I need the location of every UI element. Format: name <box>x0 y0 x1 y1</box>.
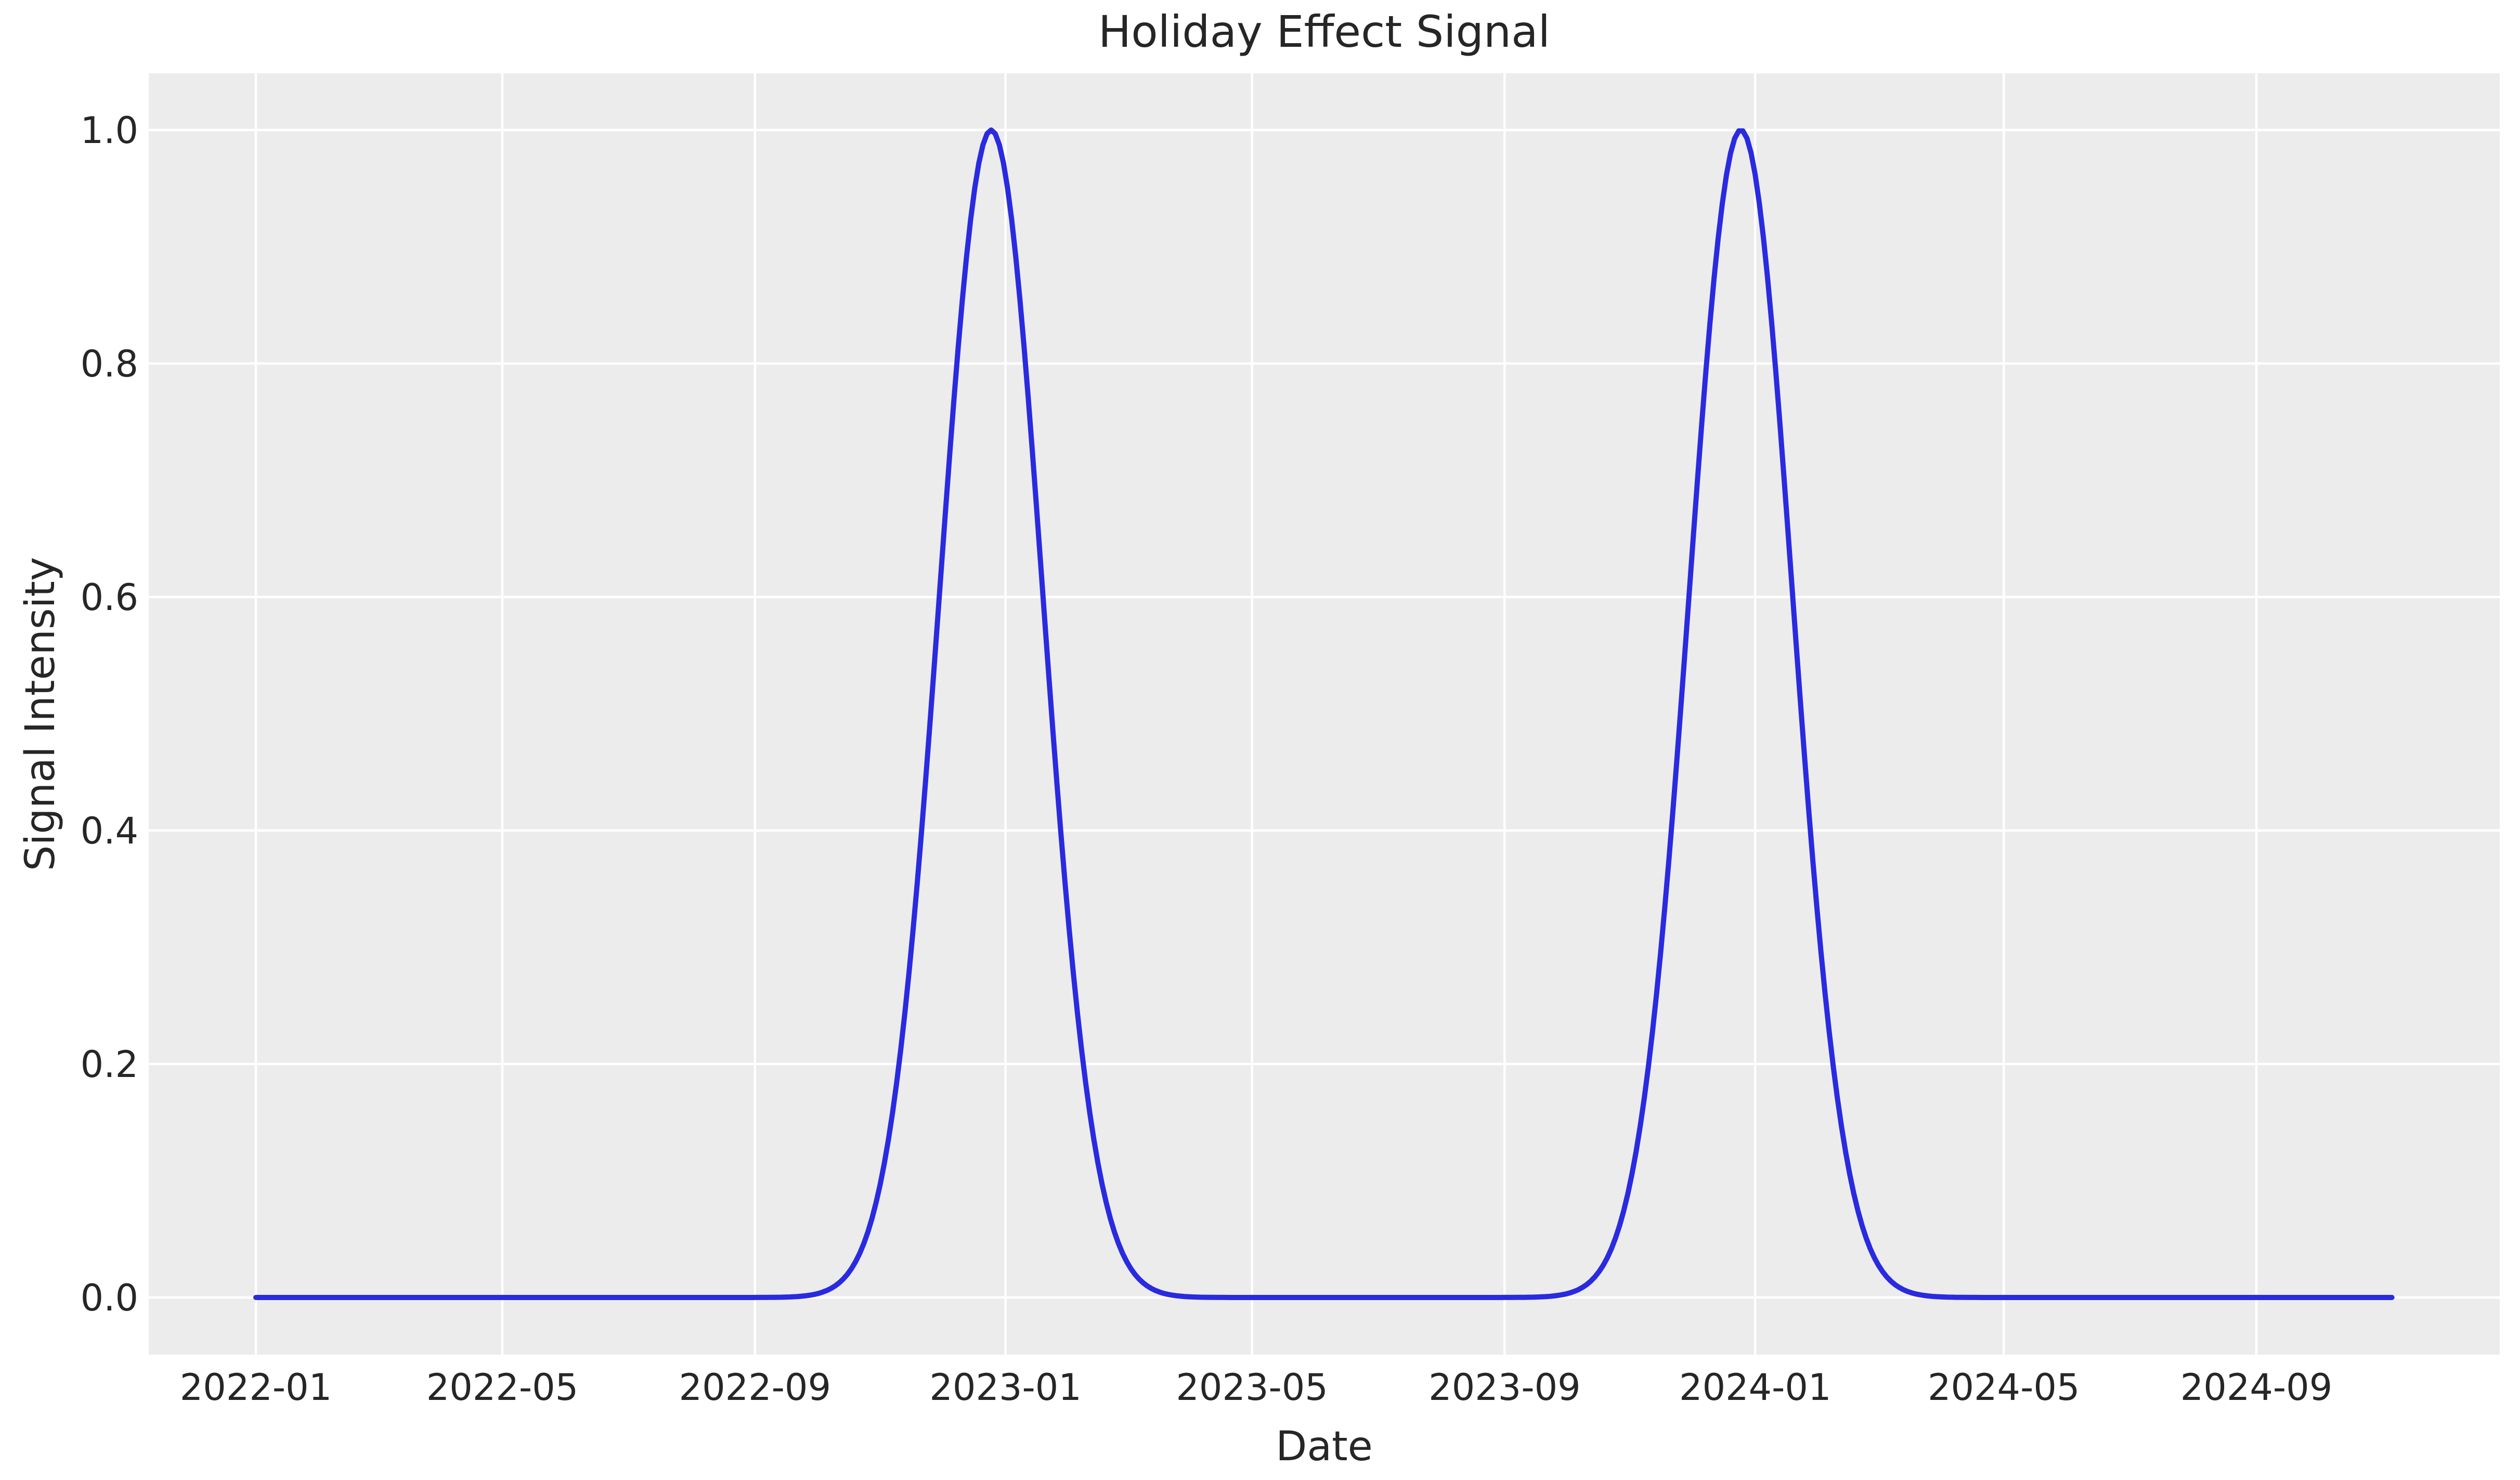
chart-title: Holiday Effect Signal <box>1098 6 1550 57</box>
x-tick-label-2022-05: 2022-05 <box>426 1366 578 1409</box>
y-tick-label-0.4: 0.4 <box>81 810 138 852</box>
x-tick-label-2022-01: 2022-01 <box>180 1366 332 1409</box>
y-axis-label: Signal Intensity <box>17 557 64 871</box>
x-tick-label-2022-09: 2022-09 <box>679 1366 831 1409</box>
x-tick-label-2024-01: 2024-01 <box>1679 1366 1831 1409</box>
x-tick-label-2023-09: 2023-09 <box>1428 1366 1580 1409</box>
y-tick-labels: 0.0 0.2 0.4 0.6 0.8 1.0 <box>81 109 138 1319</box>
series-lines <box>253 127 2395 1300</box>
y-tick-label-0.6: 0.6 <box>81 576 138 619</box>
x-tick-label-2024-09: 2024-09 <box>2180 1366 2332 1409</box>
y-tick-label-0.2: 0.2 <box>81 1043 138 1086</box>
x-tick-label-2023-05: 2023-05 <box>1176 1366 1328 1409</box>
x-axis-label: Date <box>1276 1423 1373 1470</box>
x-tick-labels: 2022-01 2022-05 2022-09 2023-01 2023-05 2023-… <box>180 1366 2332 1409</box>
series-line-holiday-effect-signal <box>253 127 2395 1300</box>
plot-area <box>149 73 2500 1355</box>
x-tick-label-2024-05: 2024-05 <box>1928 1366 2080 1409</box>
y-tick-label-1.0: 1.0 <box>81 109 138 152</box>
y-tick-label-0.0: 0.0 <box>81 1277 138 1319</box>
x-tick-label-2023-01: 2023-01 <box>929 1366 1081 1409</box>
y-tick-label-0.8: 0.8 <box>81 343 138 385</box>
